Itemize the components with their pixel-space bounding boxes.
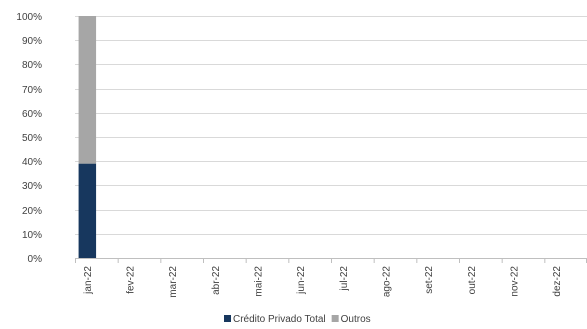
- legend-swatch: [331, 315, 339, 322]
- x-tick-label: nov-22: [510, 266, 521, 297]
- y-tick-label: 100%: [16, 12, 42, 23]
- y-tick-label: 40%: [22, 157, 42, 168]
- y-tick-label: 50%: [22, 133, 42, 144]
- y-tick-label: 10%: [22, 230, 42, 241]
- y-tick-label: 70%: [22, 85, 42, 96]
- y-tick-label: 80%: [22, 60, 42, 71]
- x-tick-label: jun-22: [296, 266, 307, 295]
- y-tick-label: 20%: [22, 206, 42, 217]
- x-tick-label: abr-22: [211, 266, 222, 295]
- x-tick-label: dez-22: [552, 266, 563, 297]
- legend: Crédito Privado Total Outros: [224, 314, 371, 325]
- legend-label: Crédito Privado Total: [233, 314, 326, 325]
- x-tick-label: set-22: [424, 266, 435, 294]
- x-tick-label: out-22: [467, 266, 478, 295]
- y-tick-label: 30%: [22, 181, 42, 192]
- x-tick-label: jan-22: [83, 266, 94, 295]
- legend-label: Outros: [341, 314, 371, 325]
- bar-segment: [78, 16, 97, 164]
- x-tick-label: mai-22: [254, 266, 265, 297]
- bar-segment: [78, 163, 97, 258]
- x-tick-label: mar-22: [168, 266, 179, 298]
- y-tick-label: 0%: [28, 254, 43, 265]
- bars: [78, 16, 97, 258]
- x-tick-label: ago-22: [382, 266, 393, 298]
- y-axis-ticks: 0% 10% 20% 30% 40% 50% 60% 70% 80% 90% 100%: [16, 12, 42, 265]
- y-tick-label: 60%: [22, 109, 42, 120]
- x-tick-label: jul-22: [339, 266, 350, 292]
- y-tick-label: 90%: [22, 36, 42, 47]
- x-axis-ticks: jan-22 fev-22 mar-22 abr-22 mai-22 jun-22 jul-…: [75, 258, 587, 298]
- legend-swatch: [224, 315, 231, 322]
- gridlines: [75, 16, 587, 259]
- x-tick-label: fev-22: [126, 266, 137, 294]
